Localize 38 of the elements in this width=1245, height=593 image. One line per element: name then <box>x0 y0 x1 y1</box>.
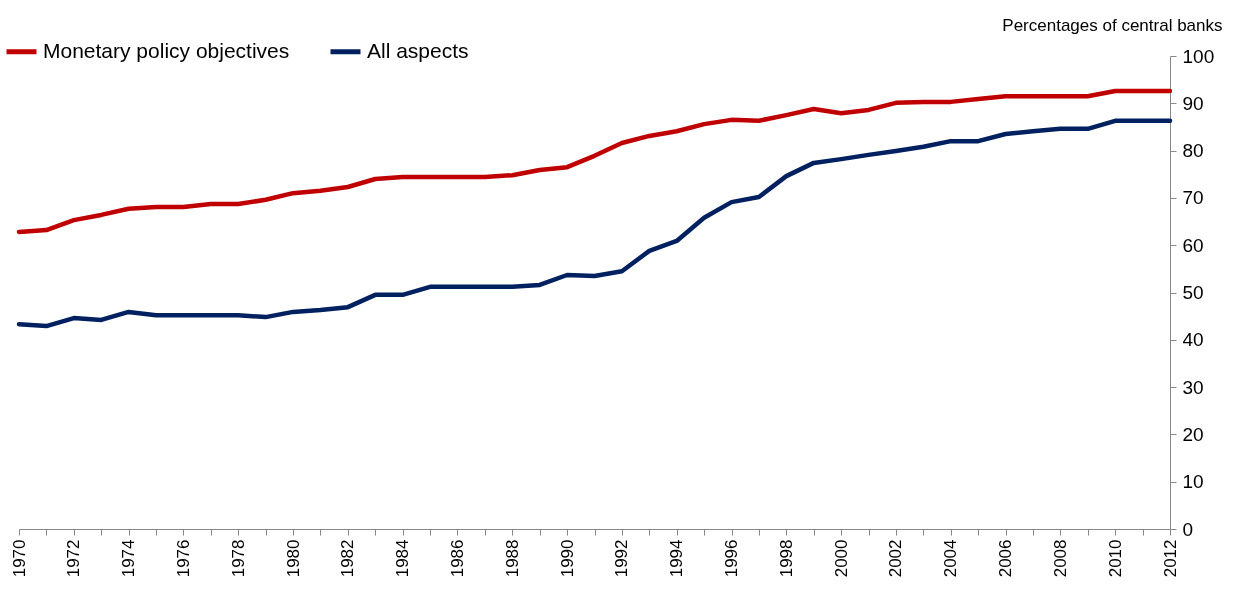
y-tick-label: 60 <box>1182 234 1204 256</box>
x-tick-label: 1994 <box>667 539 687 578</box>
y-tick-label: 100 <box>1182 45 1215 67</box>
legend-label: All aspects <box>367 38 469 62</box>
x-tick-label: 1970 <box>9 539 29 578</box>
x-tick-label: 2006 <box>996 539 1016 578</box>
x-tick-label: 2010 <box>1105 539 1125 578</box>
y-axis-title: Percentages of central banks <box>1002 15 1223 35</box>
x-tick-label: 2008 <box>1050 539 1070 578</box>
y-tick-label: 20 <box>1182 423 1204 445</box>
y-tick-label: 40 <box>1182 329 1204 351</box>
line-series <box>16 88 1173 235</box>
y-tick-label: 30 <box>1182 376 1204 398</box>
x-tick-label: 1974 <box>119 539 139 578</box>
legend-label: Monetary policy objectives <box>43 38 290 62</box>
x-tick-label: 1992 <box>612 539 632 578</box>
y-tick-label: 90 <box>1182 92 1204 114</box>
y-tick-label: 70 <box>1182 187 1204 209</box>
x-tick-label: 2000 <box>831 539 851 578</box>
x-tick-label: 1996 <box>722 539 742 578</box>
x-tick-label: 1998 <box>776 539 796 578</box>
y-tick-label: 50 <box>1182 282 1204 303</box>
x-tick-label: 2004 <box>941 539 961 578</box>
x-tick-label: 2002 <box>886 539 906 578</box>
x-tick-label: 1980 <box>283 539 303 578</box>
x-tick-label: 1972 <box>64 539 84 578</box>
x-tick-label: 1988 <box>502 539 522 578</box>
x-tick-label: 1986 <box>447 539 467 578</box>
x-tick-label: 1976 <box>173 539 193 578</box>
x-tick-label: 1984 <box>393 539 413 578</box>
y-tick-label: 10 <box>1182 471 1204 493</box>
y-tick-label: 80 <box>1182 140 1204 162</box>
x-tick-label: 2012 <box>1160 539 1180 578</box>
x-tick-label: 1978 <box>228 539 248 578</box>
x-tick-label: 1982 <box>338 539 358 578</box>
x-tick-label: 1990 <box>557 539 577 578</box>
line-series <box>16 118 1173 329</box>
y-tick-label: 0 <box>1182 518 1194 540</box>
